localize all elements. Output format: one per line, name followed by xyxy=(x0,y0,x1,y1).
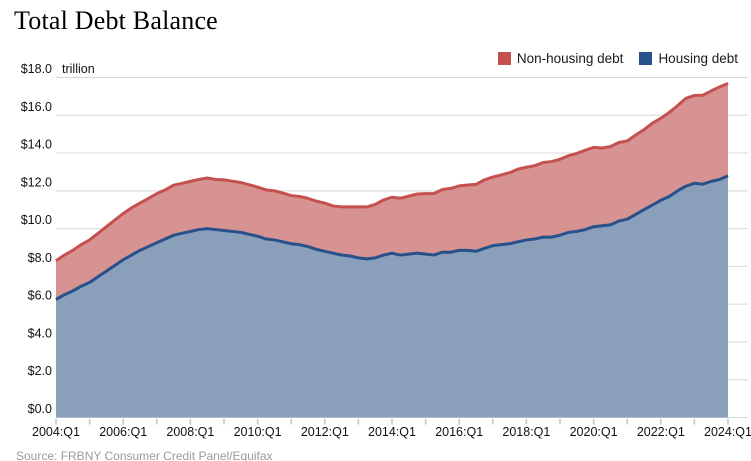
y-tick-label: $16.0 xyxy=(21,100,52,114)
y-unit-label: trillion xyxy=(62,62,95,76)
legend: Non-housing debt Housing debt xyxy=(497,51,738,66)
y-tick-label: $14.0 xyxy=(21,138,52,152)
chart-title: Total Debt Balance xyxy=(14,6,218,35)
non-housing-area xyxy=(56,83,728,300)
housing-line xyxy=(55,174,729,301)
x-tick-label: 2004:Q1 xyxy=(32,425,80,439)
x-tick-label: 2022:Q1 xyxy=(637,425,685,439)
y-tick-label: $4.0 xyxy=(28,326,52,340)
y-tick-label: $10.0 xyxy=(21,213,52,227)
x-tick-label: 2018:Q1 xyxy=(502,425,550,439)
legend-label-housing: Housing debt xyxy=(658,51,738,66)
y-tick-label: $8.0 xyxy=(28,251,52,265)
x-tick-label: 2012:Q1 xyxy=(301,425,349,439)
source-note: Source: FRBNY Consumer Credit Panel/Equi… xyxy=(16,449,273,461)
y-tick-label: $18.0 xyxy=(21,62,52,76)
x-tick-label: 2008:Q1 xyxy=(166,425,214,439)
y-tick-label: $12.0 xyxy=(21,175,52,189)
legend-item-housing: Housing debt xyxy=(639,51,738,66)
housing-swatch xyxy=(639,52,653,65)
legend-label-non-housing: Non-housing debt xyxy=(516,51,624,66)
y-tick-label: $2.0 xyxy=(28,364,52,378)
legend-item-non-housing: Non-housing debt xyxy=(497,51,624,66)
non-housing-swatch xyxy=(497,52,511,65)
y-tick-label: $0.0 xyxy=(28,402,52,416)
y-tick-label: $6.0 xyxy=(28,289,52,303)
x-tick-label: 2020:Q1 xyxy=(570,425,618,439)
x-tick-label: 2016:Q1 xyxy=(435,425,483,439)
x-tick-label: 2006:Q1 xyxy=(99,425,147,439)
x-tick-label: 2014:Q1 xyxy=(368,425,416,439)
x-tick-label: 2024:Q1 xyxy=(704,425,751,439)
non-housing-line xyxy=(55,81,729,262)
x-tick-label: 2010:Q1 xyxy=(234,425,282,439)
